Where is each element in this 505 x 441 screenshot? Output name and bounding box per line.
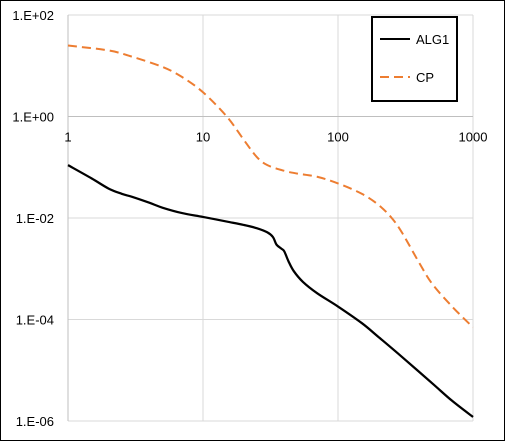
- axes: [67, 15, 473, 421]
- x-tick-label: 10: [196, 130, 210, 145]
- legend-box: [371, 16, 458, 102]
- x-tick-label: 1000: [459, 130, 488, 145]
- x-tick-labels: 1 10 100 1000: [64, 130, 487, 145]
- y-tick-label: 1.E-02: [16, 211, 54, 226]
- y-tick-labels: 1.E+02 1.E+00 1.E-02 1.E-04 1.E-06: [12, 8, 54, 429]
- y-tick-label: 1.E+02: [12, 8, 54, 23]
- legend: ALG1 CP: [371, 16, 458, 102]
- series-line-alg1: [67, 164, 474, 418]
- y-tick-label: 1.E-04: [16, 313, 54, 328]
- y-tick-label: 1.E-06: [16, 414, 54, 429]
- legend-label-cp: CP: [416, 70, 434, 85]
- legend-label-alg1: ALG1: [416, 32, 449, 47]
- x-tick-label: 100: [327, 130, 349, 145]
- y-tick-label: 1.E+00: [12, 110, 54, 125]
- series-lines: [67, 44, 474, 418]
- series-line-cp: [67, 44, 474, 329]
- x-tick-label: 1: [64, 130, 71, 145]
